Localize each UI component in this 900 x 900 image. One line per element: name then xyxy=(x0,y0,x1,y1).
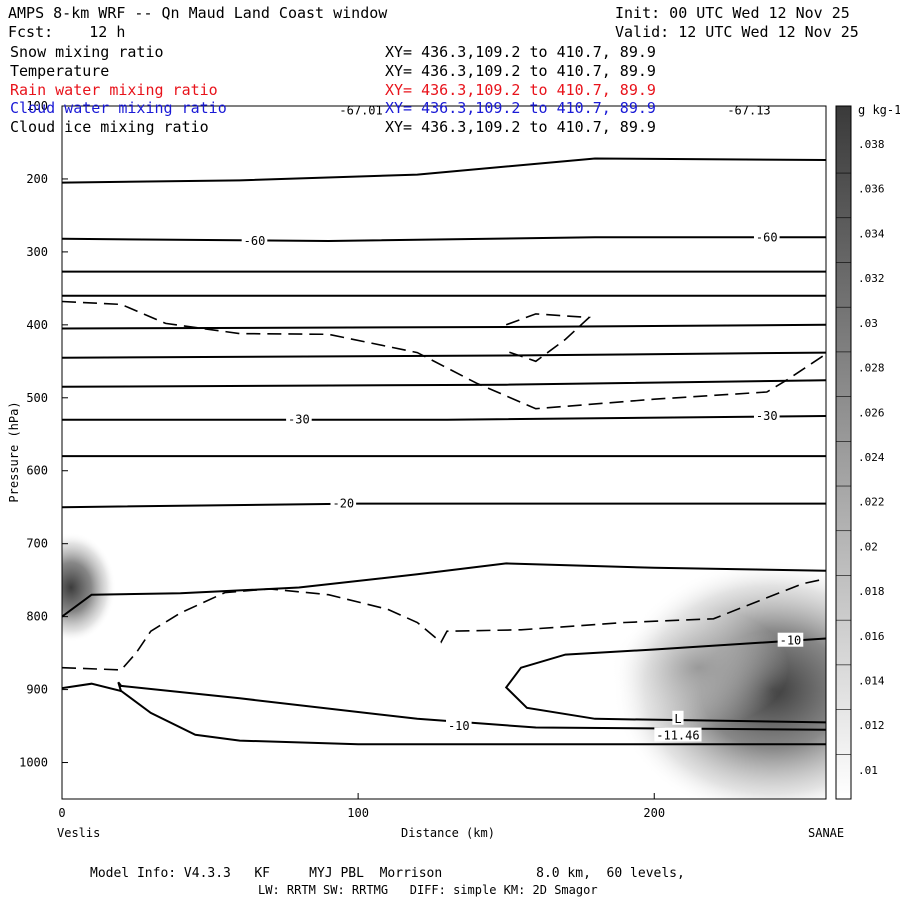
y-axis-label: Pressure (hPa) xyxy=(7,401,21,502)
temperature-label-bg xyxy=(654,727,702,742)
x-tick-label: 100 xyxy=(347,806,369,820)
colorbar-tick-label: .024 xyxy=(858,451,885,464)
y-tick-label: 100 xyxy=(26,99,48,113)
field-cloud-water-label: Cloud water mixing ratio xyxy=(10,99,227,117)
field-snow-xy: XY= 436.3,109.2 to 410.7, 89.9 xyxy=(385,43,656,61)
temperature-isotherm xyxy=(62,415,826,421)
temperature-isotherm xyxy=(62,562,826,618)
colorbar-tick-label: .012 xyxy=(858,719,885,732)
field-temperature-xy: XY= 436.3,109.2 to 410.7, 89.9 xyxy=(385,62,656,80)
temperature-contour-label: -30 xyxy=(288,413,310,427)
init-time: Init: 00 UTC Wed 12 Nov 25 xyxy=(615,4,850,22)
temperature-contour-label: L xyxy=(674,712,681,726)
field-cloud-ice-label: Cloud ice mixing ratio xyxy=(10,118,209,136)
temperature-label-bg xyxy=(446,718,472,733)
colorbar-tick-label: .038 xyxy=(858,138,885,151)
colorbar-tick-label: .03 xyxy=(858,317,878,330)
field-snow-label: Snow mixing ratio xyxy=(10,43,164,61)
colorbar-tick-label: .032 xyxy=(858,272,885,285)
model-info-line2: LW: RRTM SW: RRTMG DIFF: simple KM: 2D S… xyxy=(258,883,598,897)
field-cloud-ice-xy: XY= 436.3,109.2 to 410.7, 89.9 xyxy=(385,118,656,136)
temperature-label-bg xyxy=(330,495,357,510)
colorbar-tick-label: .022 xyxy=(858,496,885,509)
temperature-isotherm xyxy=(62,157,826,184)
colorbar-tick-label: .036 xyxy=(858,183,885,196)
model-info-line1: Model Info: V4.3.3 KF MYJ PBL Morrison 8… xyxy=(90,866,685,881)
snow-shading-region xyxy=(62,532,116,643)
x-axis-label: Distance (km) xyxy=(401,826,495,840)
field-rain-xy: XY= 436.3,109.2 to 410.7, 89.9 xyxy=(385,81,656,99)
forecast-hour: Fcst: 12 h xyxy=(8,23,126,41)
colorbar-tick-label: .01 xyxy=(858,764,878,777)
field-temperature-label: Temperature xyxy=(10,62,110,80)
colorbar-unit: g kg-1 xyxy=(858,103,900,117)
temperature-contour-label: -60 xyxy=(756,230,778,244)
temperature-contour-label: -67.01 xyxy=(339,103,382,117)
right-endpoint-label: SANAE xyxy=(808,826,844,840)
temperature-contour-label: -20 xyxy=(332,497,354,511)
temperature-isotherm xyxy=(504,637,826,724)
colorbar-tick-label: .034 xyxy=(858,227,885,240)
colorbar-tick-label: .014 xyxy=(858,675,885,688)
temperature-label-bg xyxy=(241,232,268,247)
temperature-label-bg xyxy=(286,411,312,426)
valid-time: Valid: 12 UTC Wed 12 Nov 25 xyxy=(615,23,859,41)
y-tick-label: 400 xyxy=(26,318,48,332)
temperature-label-bg xyxy=(672,710,684,725)
field-cloud-water-xy: XY= 436.3,109.2 to 410.7, 89.9 xyxy=(385,99,656,117)
snow-shading-region xyxy=(608,607,789,728)
cloud-ice-contour xyxy=(505,313,592,363)
y-tick-label: 800 xyxy=(26,610,48,624)
colorbar-tick-label: .028 xyxy=(858,362,885,375)
temperature-label-bg xyxy=(753,229,780,244)
temperature-contour-label: -60 xyxy=(244,234,266,248)
plot-frame xyxy=(61,105,827,800)
temperature-contour-label: -67.13 xyxy=(727,103,770,117)
temperature-isotherm xyxy=(62,323,826,330)
colorbar-tick-label: .018 xyxy=(858,585,885,598)
cloud-ice-contour xyxy=(62,577,826,671)
temperature-isotherm xyxy=(62,351,826,359)
temperature-isotherm xyxy=(62,379,826,388)
x-tick-label: 0 xyxy=(58,806,65,820)
temperature-isotherm xyxy=(62,236,826,243)
colorbar-tick-label: .02 xyxy=(858,540,878,553)
left-endpoint-label: Veslis xyxy=(57,826,100,840)
temperature-contour-label: -11.46 xyxy=(656,729,699,743)
temperature-contour-label: -30 xyxy=(756,409,778,423)
temperature-label-bg xyxy=(777,632,804,647)
y-tick-label: 200 xyxy=(26,172,48,186)
x-tick-label: 200 xyxy=(643,806,665,820)
y-tick-label: 300 xyxy=(26,245,48,259)
field-rain-label: Rain water mixing ratio xyxy=(10,81,218,99)
temperature-isotherm xyxy=(62,682,826,746)
y-tick-label: 500 xyxy=(26,391,48,405)
temperature-contour-label: -10 xyxy=(780,634,802,648)
temperature-label-bg xyxy=(753,408,780,423)
temperature-isotherm xyxy=(117,681,826,731)
temperature-isotherm xyxy=(62,502,826,509)
temperature-contour-label: -10 xyxy=(448,719,470,733)
title: AMPS 8-km WRF -- Qn Maud Land Coast wind… xyxy=(8,4,388,22)
colorbar-tick-label: .026 xyxy=(858,406,885,419)
colorbar xyxy=(835,105,852,800)
y-tick-label: 700 xyxy=(26,537,48,551)
y-tick-label: 900 xyxy=(26,683,48,697)
y-tick-label: 600 xyxy=(26,464,48,478)
colorbar-tick-label: .016 xyxy=(858,630,885,643)
y-tick-label: 1000 xyxy=(19,756,48,770)
